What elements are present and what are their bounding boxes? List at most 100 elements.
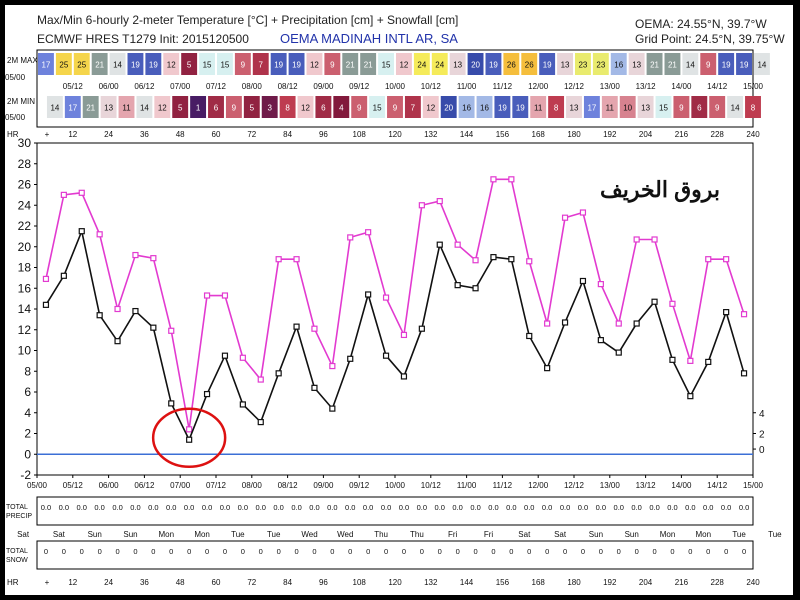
snow-value: 0	[688, 547, 692, 556]
precip-value: 0.0	[94, 503, 104, 512]
hr-label: 12	[68, 130, 77, 139]
max-value: 13	[561, 61, 570, 70]
min-cell	[351, 96, 368, 118]
min-series-point	[114, 338, 121, 345]
min-value: 21	[86, 104, 95, 113]
min-cell	[494, 96, 511, 118]
max-cell	[181, 53, 198, 75]
min-value: 8	[751, 104, 756, 113]
day-label: Sat	[518, 530, 531, 539]
snow-value: 0	[652, 547, 656, 556]
hr-bottom-value: 180	[567, 578, 581, 587]
snow-value: 0	[563, 547, 567, 556]
snow-value: 0	[277, 547, 281, 556]
x-tick-label: 13/00	[600, 481, 621, 490]
max-series-point	[544, 320, 551, 327]
min-cell	[673, 96, 690, 118]
x-tick-label: 06/00	[99, 481, 120, 490]
hr-bottom-label: HR	[7, 578, 19, 587]
day-label: Thu	[410, 530, 424, 539]
hr-label: 84	[283, 130, 292, 139]
max-series-point	[633, 236, 640, 243]
snow-value: 0	[205, 547, 209, 556]
precip-value: 0.0	[506, 503, 516, 512]
max-value: 26	[507, 61, 516, 70]
precip-label: TOTAL	[6, 504, 28, 511]
max-cell	[306, 53, 323, 75]
min-cell	[46, 96, 63, 118]
min-series-point	[633, 320, 640, 327]
snow-label: SNOW	[6, 557, 28, 564]
hr-label: 228	[711, 130, 725, 139]
table-date-label: 15/00	[743, 82, 764, 91]
max-row-label: 2M MAX	[7, 56, 38, 65]
min-cell	[297, 96, 314, 118]
precip-value: 0.0	[685, 503, 695, 512]
max-series-point	[150, 255, 157, 262]
max-value: 19	[131, 61, 140, 70]
max-cell	[646, 53, 663, 75]
max-cell	[252, 53, 269, 75]
day-label: Sun	[88, 530, 102, 539]
max-cell	[592, 53, 609, 75]
min-series-point	[42, 301, 50, 308]
min-series-point	[239, 401, 246, 408]
min-cell	[225, 96, 242, 118]
min-cell	[422, 96, 439, 118]
precip-value: 0.0	[739, 503, 749, 512]
precip-value: 0.0	[130, 503, 140, 512]
min-value: 13	[641, 104, 650, 113]
max-value: 19	[740, 61, 749, 70]
precip-value: 0.0	[148, 503, 158, 512]
max-series-point	[221, 292, 229, 299]
precip-value: 0.0	[238, 503, 248, 512]
hr-label: 168	[532, 130, 546, 139]
snow-value: 0	[581, 547, 585, 556]
precip-value: 0.0	[77, 503, 87, 512]
hr-bottom-value: 132	[424, 578, 438, 587]
table-date-label: 11/00	[457, 82, 477, 91]
snow-value: 0	[402, 547, 406, 556]
y-tick-label: 28	[18, 157, 32, 171]
precip-value: 0.0	[560, 503, 570, 512]
table-date-label: 08/12	[278, 82, 299, 91]
max-series-point	[526, 258, 533, 265]
min-cell	[369, 96, 386, 118]
max-cell	[73, 53, 90, 75]
min-cell	[727, 96, 744, 118]
max-cell	[557, 53, 573, 75]
max-cell	[610, 53, 627, 75]
min-cell	[476, 96, 493, 118]
min-series-point	[365, 291, 372, 298]
min-series-point	[597, 337, 604, 344]
max-series-point	[382, 294, 390, 301]
min-row-label: 2M MIN	[7, 97, 35, 106]
min-series-point	[687, 393, 694, 400]
hr-bottom-value: 24	[104, 578, 113, 587]
snow-value: 0	[241, 547, 245, 556]
hr-label: 48	[176, 130, 185, 139]
snow-value: 0	[62, 547, 66, 556]
table-date-label: 08/00	[242, 82, 263, 91]
min-cell	[404, 96, 421, 118]
min-cell	[315, 96, 332, 118]
max-series-point	[60, 191, 67, 198]
hr-label: 108	[353, 130, 367, 139]
max-series-point	[418, 202, 425, 209]
precip-value: 0.0	[59, 503, 69, 512]
max-value: 21	[95, 61, 104, 70]
snow-value: 0	[312, 547, 316, 556]
day-label: Mon	[194, 530, 210, 539]
min-cell	[619, 96, 636, 118]
max-cell	[360, 53, 377, 75]
snow-value: 0	[473, 547, 477, 556]
max-series-point	[740, 311, 748, 318]
min-series-point	[132, 307, 139, 315]
snow-value: 0	[348, 547, 352, 556]
hr-row-label: HR	[7, 130, 19, 139]
x-tick-label: 15/00	[743, 481, 764, 490]
table-date-label: 05/00	[5, 113, 26, 122]
hr-label: 216	[675, 130, 689, 139]
snow-value: 0	[223, 547, 227, 556]
hr-label: 24	[104, 130, 113, 139]
